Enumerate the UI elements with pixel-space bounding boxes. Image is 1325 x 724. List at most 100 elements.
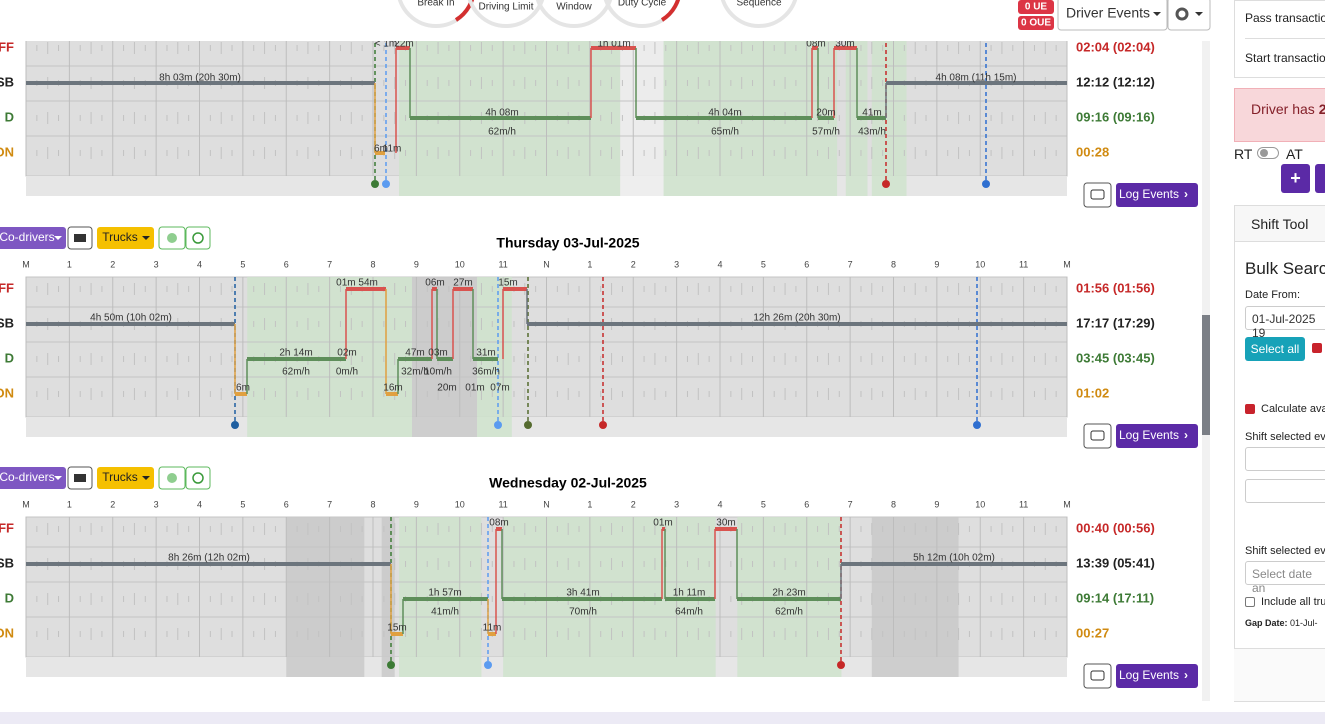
date-select[interactable]: Select date an xyxy=(1245,561,1325,595)
side-panel: Pass transaction Start transaction Drive… xyxy=(1218,0,1325,712)
alert-count: 2 xyxy=(1318,101,1325,117)
duration-label: 0m/h xyxy=(336,367,358,378)
log-events-label[interactable]: Log Events xyxy=(1119,428,1179,442)
event-marker[interactable] xyxy=(982,180,990,188)
event-marker[interactable] xyxy=(231,421,239,429)
calculate-label: Calculate ava xyxy=(1261,403,1325,415)
checkbox[interactable] xyxy=(1245,404,1255,414)
date-input[interactable]: 01-Jul-2025 19 xyxy=(1245,306,1325,340)
refresh-button[interactable] xyxy=(185,466,211,490)
settings-button[interactable] xyxy=(1167,0,1211,31)
duration-label: 4h 08m xyxy=(485,108,518,119)
duration-label: 12h 26m (20h 30m) xyxy=(753,313,840,324)
hour-label: 4 xyxy=(197,259,202,269)
hour-label: 10 xyxy=(455,259,465,269)
row-label: SB xyxy=(0,555,14,570)
duration-label: 20m xyxy=(816,108,835,119)
event-marker[interactable] xyxy=(484,661,492,669)
hour-label: 9 xyxy=(934,499,939,509)
badge xyxy=(1018,16,1054,30)
event-marker[interactable] xyxy=(973,421,981,429)
duration-label: 6m xyxy=(236,383,250,394)
add-button[interactable]: + xyxy=(1281,164,1310,193)
event-marker[interactable] xyxy=(382,180,390,188)
row-label: ON xyxy=(0,144,14,159)
hour-label: 3 xyxy=(674,499,679,509)
gauge-label: Driving Limit xyxy=(478,2,533,13)
log-events-label[interactable]: Log Events xyxy=(1119,187,1179,201)
log-events-button[interactable] xyxy=(1116,424,1198,448)
row-total: 02:04 (02:04) xyxy=(1076,39,1155,54)
comment-button[interactable] xyxy=(1083,663,1112,689)
event-marker[interactable] xyxy=(882,180,890,188)
duration-label: 03m xyxy=(428,348,447,359)
duration-label: 8h 26m (12h 02m) xyxy=(168,553,250,564)
event-marker[interactable] xyxy=(524,421,532,429)
badge-label: 0 UE xyxy=(1025,2,1048,13)
duration-label: 30m xyxy=(835,39,854,50)
trucks-label[interactable]: Trucks xyxy=(102,230,138,244)
duration-label: 43m/h xyxy=(858,127,886,138)
checkbox[interactable] xyxy=(1312,343,1322,353)
hour-label: 6 xyxy=(804,259,809,269)
refresh-icon xyxy=(192,472,204,484)
driver-events-label[interactable]: Driver Events xyxy=(1066,5,1150,21)
shift-tool-card xyxy=(1234,205,1325,702)
trucks-button[interactable] xyxy=(97,227,154,249)
input[interactable] xyxy=(1245,447,1325,471)
checkbox[interactable] xyxy=(1245,597,1255,607)
trucks-label[interactable]: Trucks xyxy=(102,470,138,484)
row-total: 00:40 (00:56) xyxy=(1076,520,1155,535)
event-marker[interactable] xyxy=(371,180,379,188)
truck-icon xyxy=(74,474,86,482)
row-label: FF xyxy=(0,39,14,54)
duration-label: 70m/h xyxy=(569,607,597,618)
co-drivers-label[interactable]: Co-drivers xyxy=(0,230,55,244)
driver-events-dropdown[interactable] xyxy=(1057,0,1168,31)
co-drivers-label[interactable]: Co-drivers xyxy=(0,470,55,484)
gap-label: Gap Date: xyxy=(1245,618,1288,628)
comment-button[interactable] xyxy=(1083,423,1112,449)
log-events-button[interactable] xyxy=(1116,183,1198,207)
hour-label: 5 xyxy=(761,499,766,509)
log-events-button[interactable] xyxy=(1116,664,1198,688)
shift-selected-label: Shift selected ev xyxy=(1245,431,1325,443)
event-marker[interactable] xyxy=(387,661,395,669)
row-label: D xyxy=(5,109,14,124)
co-drivers-button[interactable] xyxy=(0,467,66,489)
duration-label: 07m xyxy=(490,383,509,394)
more-button[interactable] xyxy=(1315,164,1325,193)
row-total: 09:14 (17:11) xyxy=(1076,590,1154,605)
row-total: 00:27 xyxy=(1076,625,1109,640)
row-total: 00:28 xyxy=(1076,144,1109,159)
duration-label: 01m xyxy=(653,518,672,529)
comment-icon xyxy=(1090,670,1105,681)
co-drivers-button[interactable] xyxy=(0,227,66,249)
tx-card xyxy=(1234,0,1325,78)
refresh-button[interactable] xyxy=(185,226,211,250)
pass-transaction[interactable]: Pass transaction xyxy=(1245,11,1325,25)
event-marker[interactable] xyxy=(494,421,502,429)
toggle[interactable] xyxy=(1257,147,1279,159)
event-marker[interactable] xyxy=(599,421,607,429)
log-events-label[interactable]: Log Events xyxy=(1119,668,1179,682)
trucks-button[interactable] xyxy=(97,467,154,489)
duration-label: 62m/h xyxy=(488,127,516,138)
row-total: 09:16 (09:16) xyxy=(1076,109,1155,124)
duration-label: 62m/h xyxy=(282,367,310,378)
event-marker[interactable] xyxy=(837,661,845,669)
hour-label: 8 xyxy=(891,259,896,269)
input[interactable] xyxy=(1245,479,1325,503)
hour-label: 3 xyxy=(674,259,679,269)
start-transaction[interactable]: Start transaction xyxy=(1245,51,1325,65)
comment-button[interactable] xyxy=(1083,182,1112,208)
log-title: Thursday 03-Jul-2025 xyxy=(496,235,639,251)
duration-label: 15m xyxy=(498,278,517,289)
select-all[interactable]: Select all xyxy=(1245,337,1305,361)
chevron: › xyxy=(1184,428,1188,442)
hour-label: 8 xyxy=(370,259,375,269)
duration-label: 6m xyxy=(374,144,388,155)
include-label: Include all tru xyxy=(1261,596,1325,608)
gap-value: 01-Jul- xyxy=(1290,618,1318,628)
